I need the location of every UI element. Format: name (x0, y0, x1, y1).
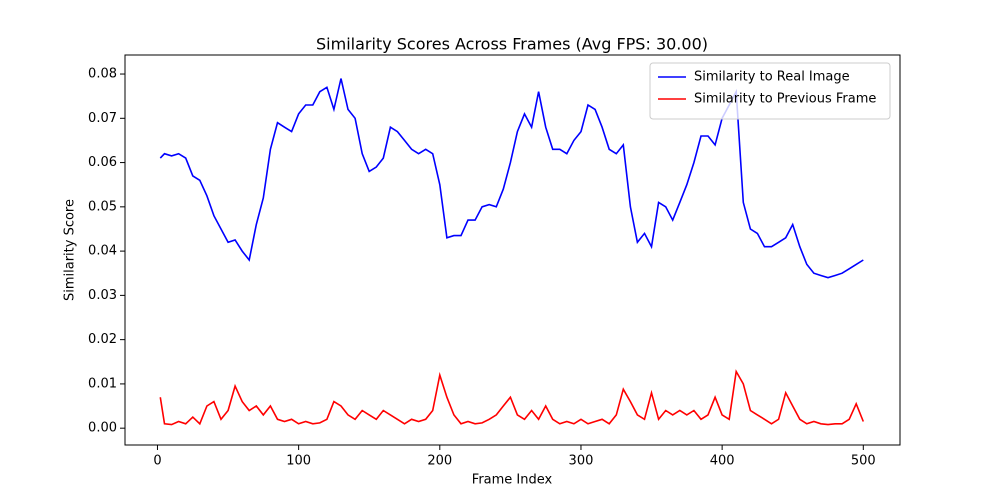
legend-box (649, 62, 891, 120)
legend-label: Similarity to Real Image (694, 70, 850, 85)
y-tick-label: 0.03 (88, 288, 117, 303)
x-tick-label: 400 (710, 454, 735, 469)
x-tick-label: 200 (427, 454, 452, 469)
series-line (159, 78, 864, 279)
legend-label: Similarity to Previous Frame (694, 92, 876, 107)
x-tick-label: 300 (569, 454, 594, 469)
y-axis-label: Similarity Score (63, 199, 78, 301)
series-line (159, 369, 865, 426)
x-tick-label: 500 (851, 454, 876, 469)
x-tick-label: 0 (153, 454, 161, 469)
y-tick-label: 0.00 (88, 421, 117, 436)
y-tick-label: 0.01 (88, 376, 117, 391)
plot-frame (124, 54, 901, 446)
chart-title: Similarity Scores Across Frames (Avg FPS… (316, 35, 708, 54)
y-tick-label: 0.05 (88, 199, 117, 214)
y-tick-label: 0.08 (88, 67, 117, 82)
y-tick-label: 0.07 (88, 111, 117, 126)
y-tick-label: 0.04 (88, 244, 117, 259)
y-tick-label: 0.02 (88, 332, 117, 347)
x-tick-label: 100 (286, 454, 311, 469)
x-axis-label: Frame Index (472, 473, 553, 488)
y-tick-label: 0.06 (88, 155, 117, 170)
